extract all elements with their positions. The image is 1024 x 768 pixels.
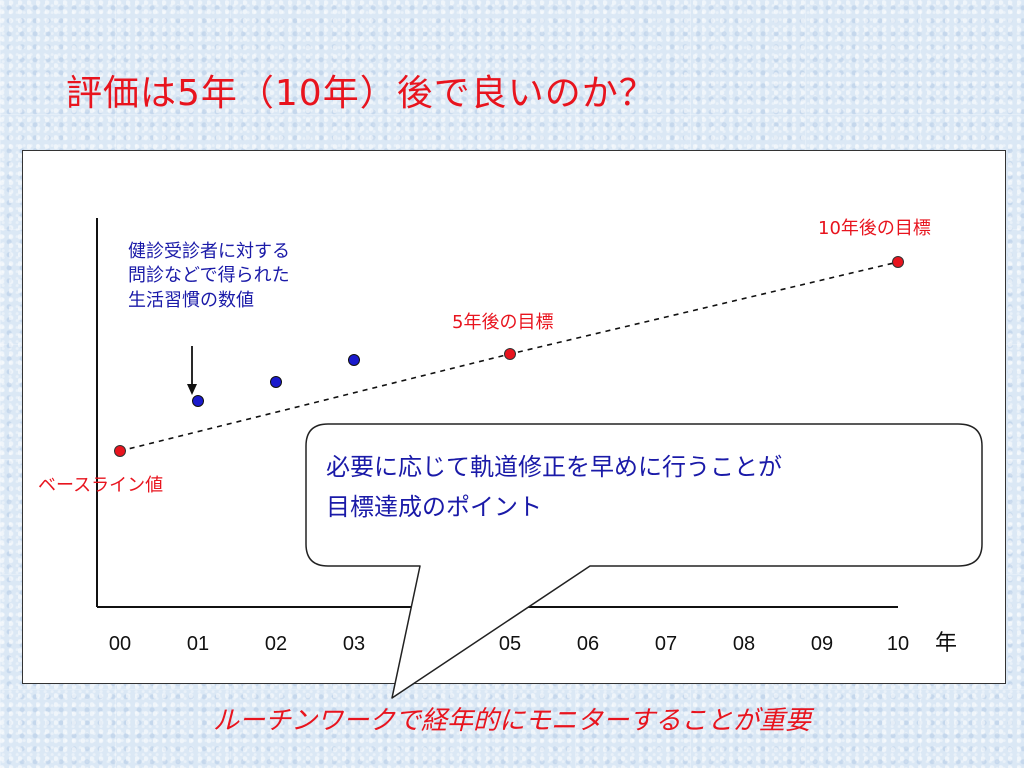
target-point-05 bbox=[504, 348, 516, 360]
measured-values-label: 健診受診者に対する 問診などで得られた 生活習慣の数値 bbox=[128, 241, 290, 311]
callout-line-2: 目標達成のポイント bbox=[326, 492, 542, 521]
x-tick-08: 08 bbox=[733, 633, 755, 655]
x-tick-00: 00 bbox=[109, 633, 131, 655]
x-tick-10: 10 bbox=[887, 633, 909, 655]
x-tick-07: 07 bbox=[655, 633, 677, 655]
callout-text: 必要に応じて軌道修正を早めに行うことが 目標達成のポイント bbox=[326, 448, 782, 527]
x-tick-05: 05 bbox=[499, 633, 521, 655]
x-tick-06: 06 bbox=[577, 633, 599, 655]
target-label-10yr: 10年後の目標 bbox=[818, 218, 931, 239]
x-tick-03: 03 bbox=[343, 633, 365, 655]
measured-point-03 bbox=[348, 354, 360, 366]
footer-message: ルーチンワークで経年的にモニターすることが重要 bbox=[212, 706, 811, 736]
arrow-head bbox=[187, 384, 197, 395]
x-tick-02: 02 bbox=[265, 633, 287, 655]
target-point-00 bbox=[114, 445, 126, 457]
slide-title: 評価は5年（10年）後で良いのか？ bbox=[66, 73, 656, 114]
x-unit-label: 年 bbox=[935, 631, 957, 656]
target-point-10 bbox=[892, 256, 904, 268]
callout-bubble bbox=[305, 423, 983, 699]
measured-point-02 bbox=[270, 376, 282, 388]
callout-line-1: 必要に応じて軌道修正を早めに行うことが bbox=[326, 453, 782, 481]
target-label-5yr: 5年後の目標 bbox=[452, 312, 554, 333]
measured-point-01 bbox=[192, 395, 204, 407]
x-tick-01: 01 bbox=[187, 633, 209, 655]
baseline-label: ベースライン値 bbox=[38, 475, 164, 496]
x-tick-09: 09 bbox=[811, 633, 833, 655]
